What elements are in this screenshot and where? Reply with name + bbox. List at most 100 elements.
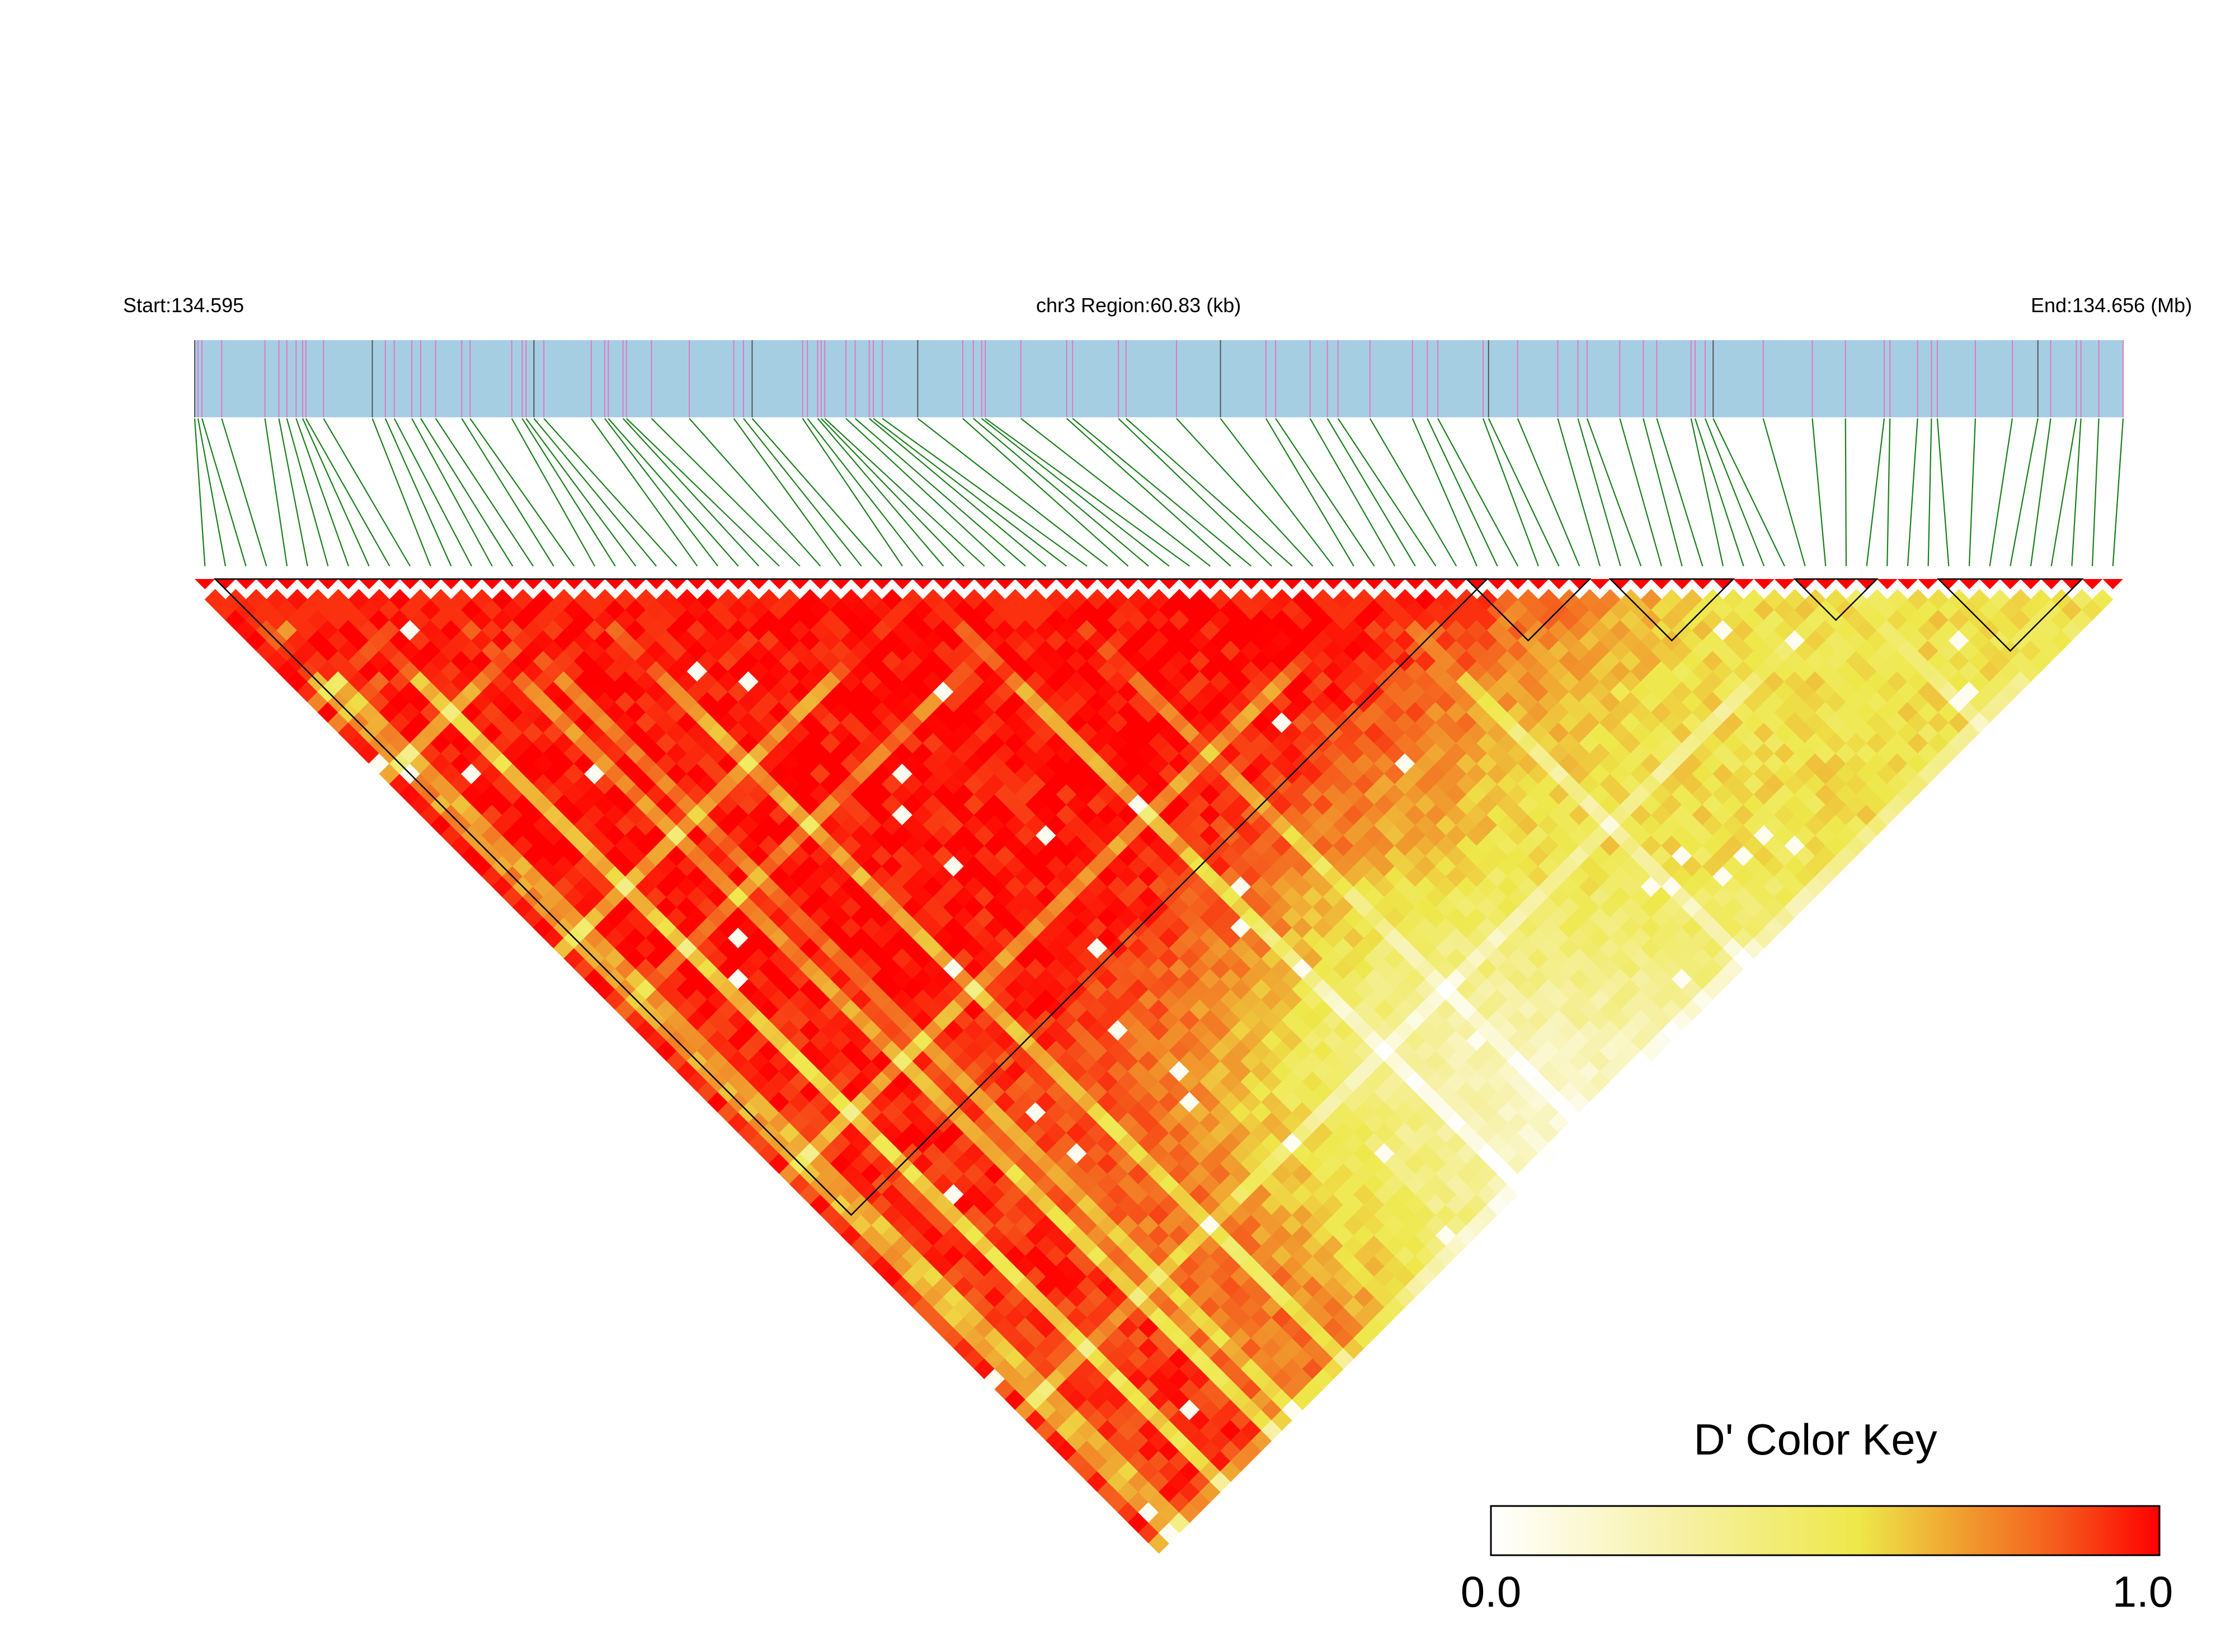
ld-cell bbox=[1466, 1153, 1488, 1175]
snp-connector bbox=[469, 418, 575, 567]
ld-cell bbox=[1240, 1296, 1262, 1318]
ld-cell bbox=[1107, 1409, 1129, 1431]
ld-cell bbox=[533, 589, 554, 610]
ld-cell bbox=[738, 1061, 760, 1082]
marker-cell bbox=[830, 579, 851, 590]
ld-cell bbox=[1517, 773, 1539, 795]
ld-cell bbox=[1240, 1112, 1262, 1133]
ld-cell bbox=[1620, 650, 1641, 672]
ld-cell bbox=[953, 1112, 975, 1133]
ld-cell bbox=[892, 968, 914, 990]
ld-cell bbox=[738, 589, 760, 610]
ld-cell bbox=[1292, 1061, 1314, 1082]
ld-cell bbox=[1784, 589, 1806, 610]
ld-cell bbox=[1004, 917, 1026, 939]
ld-cell bbox=[584, 886, 606, 908]
ld-cell bbox=[1127, 589, 1149, 610]
ld-cell bbox=[892, 619, 914, 641]
snp-connector bbox=[817, 418, 944, 567]
ld-cell bbox=[727, 599, 749, 620]
snp-connector bbox=[201, 418, 247, 567]
ld-cell bbox=[738, 732, 760, 754]
ld-cell bbox=[686, 681, 708, 703]
ld-cell bbox=[1466, 1112, 1488, 1133]
ld-cell bbox=[1569, 1112, 1591, 1133]
ld-cell bbox=[1189, 1348, 1211, 1369]
ld-cell bbox=[1517, 1061, 1539, 1082]
ld-cell bbox=[850, 1215, 872, 1236]
ld-cell bbox=[840, 732, 862, 754]
ld-cell bbox=[779, 589, 801, 610]
ld-cell bbox=[738, 671, 760, 693]
ld-cell bbox=[430, 753, 451, 774]
ld-cell bbox=[420, 619, 441, 641]
ld-cell bbox=[799, 1184, 821, 1206]
ld-cell bbox=[379, 599, 401, 620]
marker-cell bbox=[2061, 579, 2082, 590]
ld-cell bbox=[492, 732, 513, 754]
ld-cell bbox=[410, 691, 431, 713]
ld-cell bbox=[1723, 712, 1744, 733]
ld-cell bbox=[1999, 661, 2021, 682]
snp-connector bbox=[1220, 418, 1334, 567]
ld-cell bbox=[1138, 1030, 1160, 1052]
snp-connector bbox=[1437, 418, 1519, 567]
ld-cell bbox=[1466, 742, 1488, 764]
ld-cell bbox=[1056, 804, 1077, 826]
ld-cell bbox=[1117, 886, 1139, 908]
ld-cell bbox=[1589, 1091, 1611, 1113]
marker-cell bbox=[1138, 579, 1159, 590]
ld-cell bbox=[1189, 609, 1211, 631]
ld-cell bbox=[902, 815, 924, 836]
marker-cell bbox=[1795, 579, 1815, 590]
ld-cell bbox=[1004, 753, 1026, 774]
ld-cell bbox=[1107, 712, 1129, 733]
ld-cell bbox=[1825, 712, 1847, 733]
ld-cell bbox=[1056, 722, 1077, 743]
ld-cell bbox=[676, 815, 698, 836]
ld-cell bbox=[1292, 671, 1314, 693]
ld-cell bbox=[1004, 1327, 1026, 1349]
ld-cell bbox=[1723, 671, 1744, 693]
ld-cell bbox=[953, 1009, 975, 1031]
ld-cell bbox=[1107, 978, 1129, 1000]
ld-cell bbox=[420, 804, 441, 826]
snp-connector bbox=[1762, 418, 1806, 567]
ld-cell bbox=[943, 753, 964, 774]
ld-cell bbox=[1004, 773, 1026, 795]
ld-cell bbox=[1066, 1019, 1088, 1041]
ld-cell bbox=[1117, 1502, 1139, 1523]
ld-cell bbox=[584, 742, 606, 764]
ld-cell bbox=[1723, 938, 1744, 959]
ld-cell bbox=[1138, 619, 1160, 641]
ld-cell bbox=[943, 855, 964, 877]
ld-cell bbox=[1763, 917, 1785, 939]
ld-cell bbox=[461, 661, 482, 682]
ld-cell bbox=[1466, 1132, 1488, 1154]
ld-cell bbox=[533, 855, 554, 877]
ld-cell bbox=[1056, 825, 1077, 846]
ld-cell bbox=[902, 1204, 924, 1226]
ld-cell bbox=[799, 732, 821, 754]
marker-cell bbox=[215, 579, 236, 590]
ld-cell bbox=[1004, 1184, 1026, 1206]
ld-cell bbox=[892, 1194, 914, 1216]
ld-cell bbox=[1620, 609, 1641, 631]
marker-cell bbox=[1979, 579, 2000, 590]
ld-cell bbox=[789, 804, 811, 826]
ld-cell bbox=[1415, 589, 1437, 610]
ld-cell bbox=[461, 702, 482, 723]
ld-cell bbox=[840, 650, 862, 672]
marker-cell bbox=[707, 579, 728, 590]
ld-cell bbox=[1004, 609, 1026, 631]
ld-cell bbox=[246, 589, 267, 610]
ld-cell bbox=[840, 773, 862, 795]
ld-cell bbox=[686, 886, 708, 908]
ld-cell bbox=[1620, 1019, 1641, 1041]
snp-connector bbox=[845, 418, 1006, 567]
ld-cell bbox=[1292, 589, 1314, 610]
ld-cell bbox=[1292, 1368, 1314, 1390]
ld-cell bbox=[1671, 804, 1693, 826]
ld-cell bbox=[902, 1163, 924, 1185]
ld-cell bbox=[892, 1009, 914, 1031]
